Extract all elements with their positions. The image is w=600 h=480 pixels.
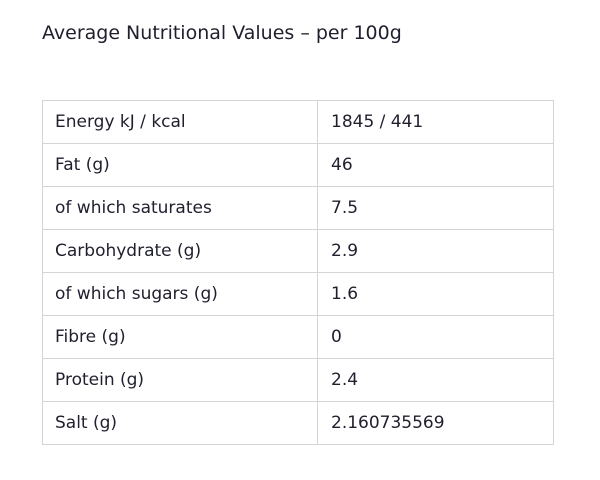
row-label: of which saturates [42, 186, 318, 230]
table-row-fibre: Fibre (g) 0 [42, 315, 554, 359]
table-row-carbohydrate: Carbohydrate (g) 2.9 [42, 229, 554, 273]
row-value: 2.9 [317, 229, 554, 273]
table-row-fat: Fat (g) 46 [42, 143, 554, 187]
row-value: 46 [317, 143, 554, 187]
row-label: Fibre (g) [42, 315, 318, 359]
row-label: of which sugars (g) [42, 272, 318, 316]
table-row-salt: Salt (g) 2.160735569 [42, 401, 554, 445]
row-label: Salt (g) [42, 401, 318, 445]
row-value: 0 [317, 315, 554, 359]
row-value: 2.160735569 [317, 401, 554, 445]
table-row-energy: Energy kJ / kcal 1845 / 441 [42, 100, 554, 144]
row-value: 2.4 [317, 358, 554, 402]
row-value: 7.5 [317, 186, 554, 230]
nutrition-table-body: Energy kJ / kcal 1845 / 441 Fat (g) 46 o… [42, 100, 554, 445]
row-label: Protein (g) [42, 358, 318, 402]
row-label: Fat (g) [42, 143, 318, 187]
table-row-sugars: of which sugars (g) 1.6 [42, 272, 554, 316]
nutrition-heading: Average Nutritional Values – per 100g [42, 22, 402, 44]
table-row-protein: Protein (g) 2.4 [42, 358, 554, 402]
row-label: Carbohydrate (g) [42, 229, 318, 273]
row-value: 1.6 [317, 272, 554, 316]
nutrition-table: Energy kJ / kcal 1845 / 441 Fat (g) 46 o… [42, 100, 554, 445]
row-label: Energy kJ / kcal [42, 100, 318, 144]
row-value: 1845 / 441 [317, 100, 554, 144]
table-row-saturates: of which saturates 7.5 [42, 186, 554, 230]
